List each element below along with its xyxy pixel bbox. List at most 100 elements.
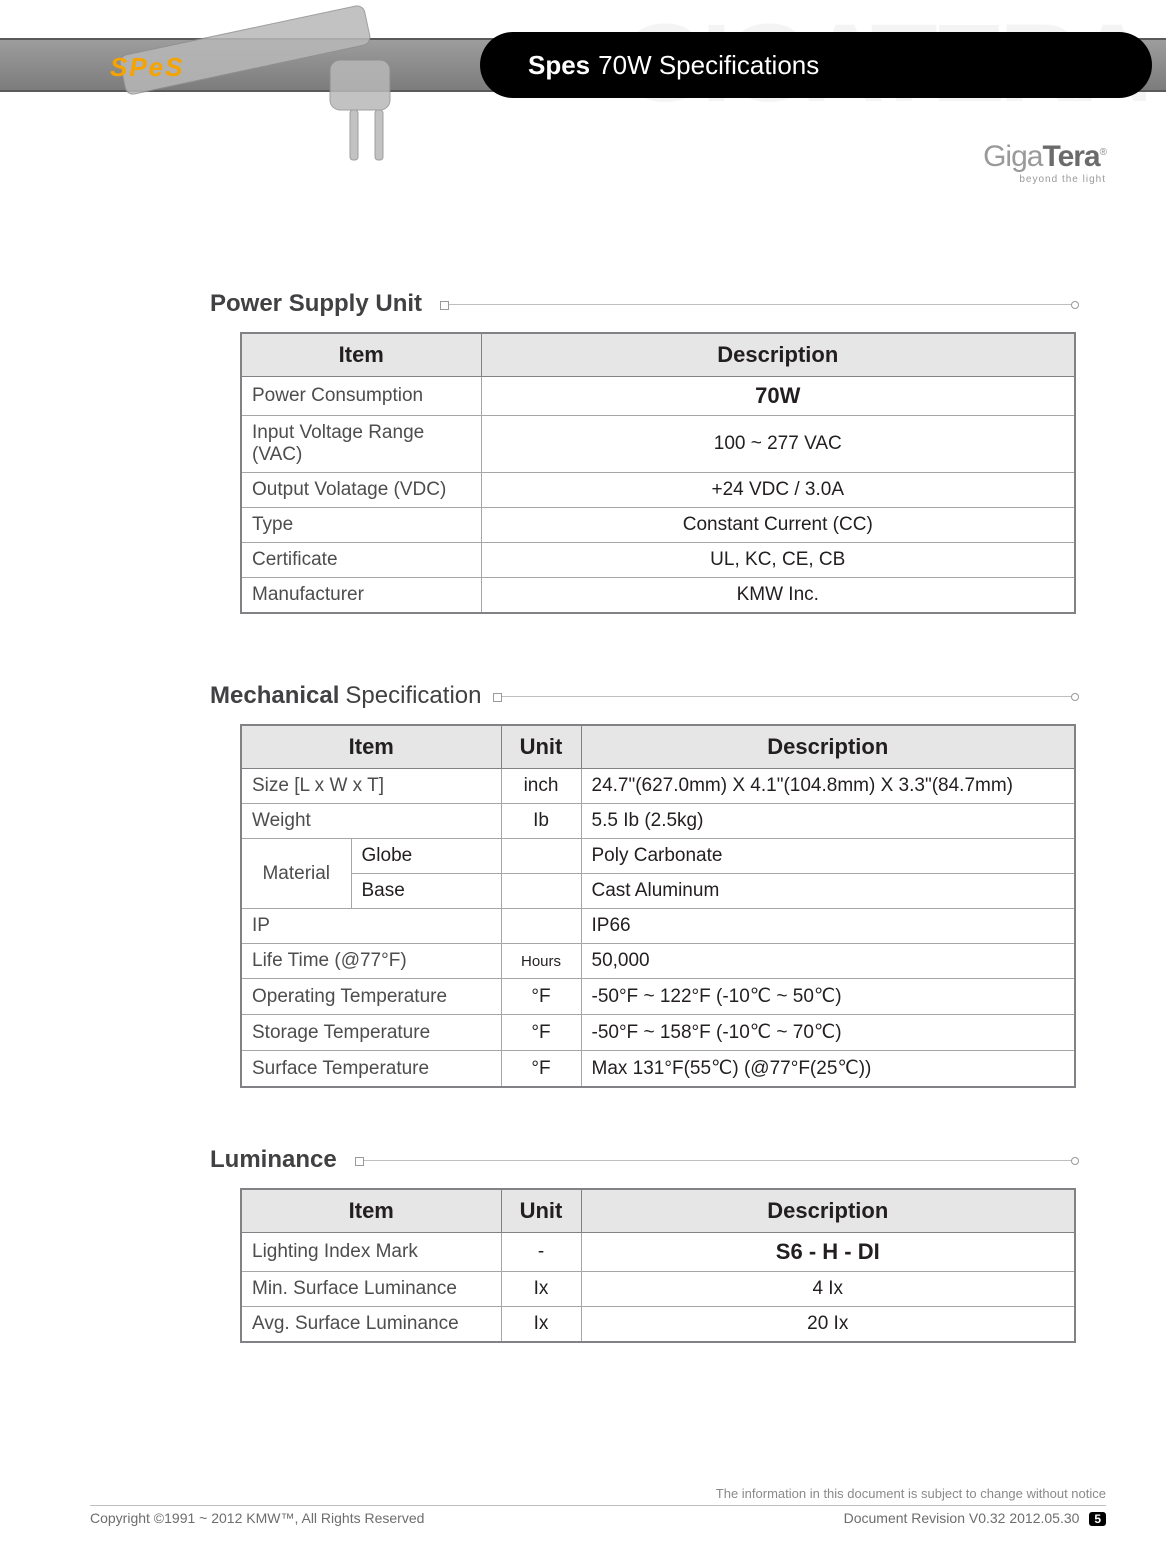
cell: Power Consumption: [241, 377, 481, 416]
content: Power Supply Unit Item Description Power…: [0, 290, 1166, 1343]
cell: Min. Surface Luminance: [241, 1272, 501, 1307]
lum-table: Item Unit Description Lighting Index Mar…: [240, 1188, 1076, 1343]
cell: Certificate: [241, 543, 481, 578]
cell: Manufacturer: [241, 578, 481, 614]
cell: Globe: [351, 839, 501, 874]
table-row: Life Time (@77°F)Hours50,000: [241, 944, 1075, 979]
cell: Input Voltage Range (VAC): [241, 416, 481, 473]
footer-divider: [90, 1505, 1106, 1506]
cell: 4 Ix: [581, 1272, 1075, 1307]
cell: Type: [241, 508, 481, 543]
table-row: Base Cast Aluminum: [241, 874, 1075, 909]
mech-th-item: Item: [241, 725, 501, 769]
cell: Operating Temperature: [241, 979, 501, 1015]
psu-title: Power Supply Unit: [210, 290, 422, 318]
cell: Hours: [501, 944, 581, 979]
cell: 24.7"(627.0mm) X 4.1"(104.8mm) X 3.3"(84…: [581, 769, 1075, 804]
title-rest: 70W Specifications: [598, 50, 819, 81]
cell: 70W: [481, 377, 1075, 416]
footer-copyright: Copyright ©1991 ~ 2012 KMW™, All Rights …: [90, 1510, 424, 1526]
mech-title-light: Specification: [345, 682, 481, 710]
table-row: Power Consumption70W: [241, 377, 1075, 416]
cell: +24 VDC / 3.0A: [481, 473, 1075, 508]
cell: Cast Aluminum: [581, 874, 1075, 909]
table-row: Input Voltage Range (VAC)100 ~ 277 VAC: [241, 416, 1075, 473]
table-row: WeightIb5.5 Ib (2.5kg): [241, 804, 1075, 839]
table-row: TypeConstant Current (CC): [241, 508, 1075, 543]
cell: Max 131°F(55℃) (@77°F(25℃)): [581, 1051, 1075, 1088]
cell: °F: [501, 979, 581, 1015]
footer: The information in this document is subj…: [90, 1486, 1106, 1526]
cell: Constant Current (CC): [481, 508, 1075, 543]
cell: IP66: [581, 909, 1075, 944]
table-header-row: Item Description: [241, 333, 1075, 377]
header: SPeS Spes 70W Specifications: [0, 10, 1166, 130]
cell: Storage Temperature: [241, 1015, 501, 1051]
section-title-lum: Luminance: [210, 1146, 1076, 1174]
table-row: CertificateUL, KC, CE, CB: [241, 543, 1075, 578]
cell: Poly Carbonate: [581, 839, 1075, 874]
cell: Surface Temperature: [241, 1051, 501, 1088]
table-row: Surface Temperature°FMax 131°F(55℃) (@77…: [241, 1051, 1075, 1088]
footer-revision: Document Revision V0.32 2012.05.30: [844, 1510, 1080, 1526]
table-header-row: Item Unit Description: [241, 1189, 1075, 1233]
cell: Base: [351, 874, 501, 909]
table-row: Min. Surface LuminanceIx4 Ix: [241, 1272, 1075, 1307]
cell: °F: [501, 1051, 581, 1088]
gigatera-thin: Giga: [983, 140, 1042, 173]
mech-title-strong: Mechanical: [210, 682, 339, 710]
cell: Life Time (@77°F): [241, 944, 501, 979]
table-row: Avg. Surface LuminanceIx20 Ix: [241, 1307, 1075, 1343]
cell: Material: [241, 839, 351, 909]
gigatera-tagline: beyond the light: [983, 174, 1106, 185]
cell: Weight: [241, 804, 501, 839]
cell: UL, KC, CE, CB: [481, 543, 1075, 578]
table-row: Operating Temperature°F-50°F ~ 122°F (-1…: [241, 979, 1075, 1015]
psu-table: Item Description Power Consumption70W In…: [240, 332, 1076, 614]
lum-th-desc: Description: [581, 1189, 1075, 1233]
lum-th-unit: Unit: [501, 1189, 581, 1233]
cell: Output Volatage (VDC): [241, 473, 481, 508]
cell: Ix: [501, 1307, 581, 1343]
cell: Ix: [501, 1272, 581, 1307]
page-number: 5: [1089, 1512, 1106, 1526]
cell: -50°F ~ 122°F (-10℃ ~ 50℃): [581, 979, 1075, 1015]
table-row: IP IP66: [241, 909, 1075, 944]
psu-th-item: Item: [241, 333, 481, 377]
mech-table: Item Unit Description Size [L x W x T]in…: [240, 724, 1076, 1088]
mech-th-unit: Unit: [501, 725, 581, 769]
mech-th-desc: Description: [581, 725, 1075, 769]
product-image: [100, 0, 440, 180]
psu-th-desc: Description: [481, 333, 1075, 377]
table-row: ManufacturerKMW Inc.: [241, 578, 1075, 614]
cell: °F: [501, 1015, 581, 1051]
cell: Avg. Surface Luminance: [241, 1307, 501, 1343]
gigatera-bold: Tera: [1042, 140, 1099, 173]
table-row: Lighting Index Mark-S6 - H - DI: [241, 1233, 1075, 1272]
cell: IP: [241, 909, 501, 944]
table-row: Storage Temperature°F-50°F ~ 158°F (-10℃…: [241, 1015, 1075, 1051]
cell: -50°F ~ 158°F (-10℃ ~ 70℃): [581, 1015, 1075, 1051]
table-row: Size [L x W x T]inch24.7"(627.0mm) X 4.1…: [241, 769, 1075, 804]
cell: KMW Inc.: [481, 578, 1075, 614]
cell: 20 Ix: [581, 1307, 1075, 1343]
lum-th-item: Item: [241, 1189, 501, 1233]
cell: [501, 839, 581, 874]
spes-logo: SPeS: [110, 52, 185, 83]
cell: S6 - H - DI: [581, 1233, 1075, 1272]
title-bold: Spes: [528, 50, 590, 81]
gigatera-logo: GigaTera® beyond the light: [983, 140, 1106, 185]
table-row: Output Volatage (VDC)+24 VDC / 3.0A: [241, 473, 1075, 508]
cell: inch: [501, 769, 581, 804]
section-title-mech: Mechanical Specification: [210, 682, 1076, 710]
cell: -: [501, 1233, 581, 1272]
cell: [501, 874, 581, 909]
cell: [501, 909, 581, 944]
cell: Lighting Index Mark: [241, 1233, 501, 1272]
cell: 5.5 Ib (2.5kg): [581, 804, 1075, 839]
table-row: MaterialGlobePoly Carbonate: [241, 839, 1075, 874]
title-capsule: Spes 70W Specifications: [480, 32, 1152, 98]
lum-title: Luminance: [210, 1146, 337, 1174]
table-header-row: Item Unit Description: [241, 725, 1075, 769]
cell: 100 ~ 277 VAC: [481, 416, 1075, 473]
